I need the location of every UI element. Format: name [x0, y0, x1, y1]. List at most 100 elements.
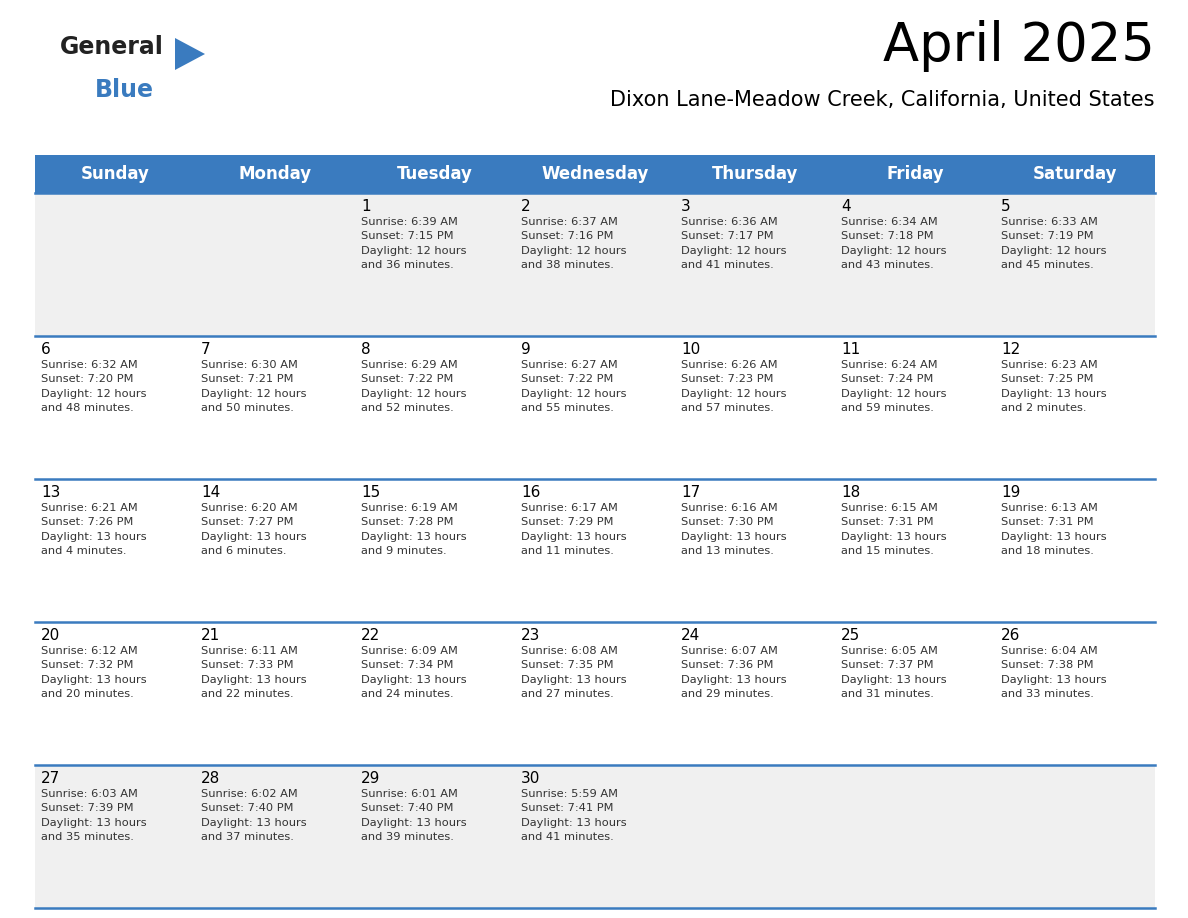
Text: Sunrise: 6:15 AM
Sunset: 7:31 PM
Daylight: 13 hours
and 15 minutes.: Sunrise: 6:15 AM Sunset: 7:31 PM Dayligh…	[841, 503, 947, 556]
Text: Sunday: Sunday	[81, 165, 150, 183]
Bar	[516, 622, 675, 765]
Text: Sunrise: 6:02 AM
Sunset: 7:40 PM
Daylight: 13 hours
and 37 minutes.: Sunrise: 6:02 AM Sunset: 7:40 PM Dayligh…	[201, 789, 307, 842]
Bar	[675, 479, 835, 622]
Text: Sunrise: 6:08 AM
Sunset: 7:35 PM
Daylight: 13 hours
and 27 minutes.: Sunrise: 6:08 AM Sunset: 7:35 PM Dayligh…	[522, 646, 626, 700]
Text: Blue: Blue	[95, 78, 154, 102]
Text: 17: 17	[681, 485, 700, 500]
Text: Sunrise: 6:20 AM
Sunset: 7:27 PM
Daylight: 13 hours
and 6 minutes.: Sunrise: 6:20 AM Sunset: 7:27 PM Dayligh…	[201, 503, 307, 556]
Text: Sunrise: 6:07 AM
Sunset: 7:36 PM
Daylight: 13 hours
and 29 minutes.: Sunrise: 6:07 AM Sunset: 7:36 PM Dayligh…	[681, 646, 786, 700]
Bar	[675, 765, 835, 908]
Text: 20: 20	[42, 628, 61, 643]
Text: Sunrise: 6:03 AM
Sunset: 7:39 PM
Daylight: 13 hours
and 35 minutes.: Sunrise: 6:03 AM Sunset: 7:39 PM Dayligh…	[42, 789, 146, 842]
Text: Saturday: Saturday	[1032, 165, 1117, 183]
Text: 9: 9	[522, 342, 531, 357]
Bar	[996, 622, 1155, 765]
Bar	[996, 155, 1155, 193]
Bar	[34, 622, 195, 765]
Text: Sunrise: 6:34 AM
Sunset: 7:18 PM
Daylight: 12 hours
and 43 minutes.: Sunrise: 6:34 AM Sunset: 7:18 PM Dayligh…	[841, 217, 947, 270]
Text: Sunrise: 6:01 AM
Sunset: 7:40 PM
Daylight: 13 hours
and 39 minutes.: Sunrise: 6:01 AM Sunset: 7:40 PM Dayligh…	[361, 789, 467, 842]
Text: Sunrise: 6:27 AM
Sunset: 7:22 PM
Daylight: 12 hours
and 55 minutes.: Sunrise: 6:27 AM Sunset: 7:22 PM Dayligh…	[522, 360, 626, 413]
Text: 26: 26	[1001, 628, 1020, 643]
Bar	[195, 193, 355, 336]
Bar	[516, 336, 675, 479]
Text: Sunrise: 6:09 AM
Sunset: 7:34 PM
Daylight: 13 hours
and 24 minutes.: Sunrise: 6:09 AM Sunset: 7:34 PM Dayligh…	[361, 646, 467, 700]
Text: Sunrise: 6:19 AM
Sunset: 7:28 PM
Daylight: 13 hours
and 9 minutes.: Sunrise: 6:19 AM Sunset: 7:28 PM Dayligh…	[361, 503, 467, 556]
Text: Sunrise: 6:39 AM
Sunset: 7:15 PM
Daylight: 12 hours
and 36 minutes.: Sunrise: 6:39 AM Sunset: 7:15 PM Dayligh…	[361, 217, 467, 270]
Bar	[195, 479, 355, 622]
Bar	[195, 622, 355, 765]
Bar	[195, 155, 355, 193]
Bar	[675, 155, 835, 193]
Bar	[34, 155, 195, 193]
Text: 21: 21	[201, 628, 220, 643]
Bar	[195, 765, 355, 908]
Text: 24: 24	[681, 628, 700, 643]
Bar	[675, 193, 835, 336]
Text: 12: 12	[1001, 342, 1020, 357]
Text: 4: 4	[841, 199, 851, 214]
Text: Sunrise: 6:23 AM
Sunset: 7:25 PM
Daylight: 13 hours
and 2 minutes.: Sunrise: 6:23 AM Sunset: 7:25 PM Dayligh…	[1001, 360, 1107, 413]
Text: 5: 5	[1001, 199, 1011, 214]
Text: 2: 2	[522, 199, 531, 214]
Text: 6: 6	[42, 342, 51, 357]
Bar	[34, 765, 195, 908]
Bar	[355, 193, 516, 336]
Text: Sunrise: 6:32 AM
Sunset: 7:20 PM
Daylight: 12 hours
and 48 minutes.: Sunrise: 6:32 AM Sunset: 7:20 PM Dayligh…	[42, 360, 146, 413]
Bar	[34, 193, 195, 336]
Text: Sunrise: 5:59 AM
Sunset: 7:41 PM
Daylight: 13 hours
and 41 minutes.: Sunrise: 5:59 AM Sunset: 7:41 PM Dayligh…	[522, 789, 626, 842]
Text: Monday: Monday	[239, 165, 311, 183]
Bar	[835, 622, 996, 765]
Text: Sunrise: 6:29 AM
Sunset: 7:22 PM
Daylight: 12 hours
and 52 minutes.: Sunrise: 6:29 AM Sunset: 7:22 PM Dayligh…	[361, 360, 467, 413]
Text: Sunrise: 6:37 AM
Sunset: 7:16 PM
Daylight: 12 hours
and 38 minutes.: Sunrise: 6:37 AM Sunset: 7:16 PM Dayligh…	[522, 217, 626, 270]
Bar	[34, 336, 195, 479]
Text: Sunrise: 6:33 AM
Sunset: 7:19 PM
Daylight: 12 hours
and 45 minutes.: Sunrise: 6:33 AM Sunset: 7:19 PM Dayligh…	[1001, 217, 1106, 270]
Bar	[835, 155, 996, 193]
Text: 10: 10	[681, 342, 700, 357]
Bar	[835, 479, 996, 622]
Text: 22: 22	[361, 628, 380, 643]
Text: 1: 1	[361, 199, 371, 214]
Bar	[34, 479, 195, 622]
Bar	[996, 479, 1155, 622]
Text: 19: 19	[1001, 485, 1020, 500]
Text: 7: 7	[201, 342, 210, 357]
Text: Wednesday: Wednesday	[542, 165, 649, 183]
Text: 13: 13	[42, 485, 61, 500]
Bar	[996, 765, 1155, 908]
Text: Dixon Lane-Meadow Creek, California, United States: Dixon Lane-Meadow Creek, California, Uni…	[611, 90, 1155, 110]
Text: 28: 28	[201, 771, 220, 786]
Text: Thursday: Thursday	[712, 165, 798, 183]
Text: 11: 11	[841, 342, 860, 357]
Text: Sunrise: 6:17 AM
Sunset: 7:29 PM
Daylight: 13 hours
and 11 minutes.: Sunrise: 6:17 AM Sunset: 7:29 PM Dayligh…	[522, 503, 626, 556]
Text: 30: 30	[522, 771, 541, 786]
Bar	[355, 765, 516, 908]
Text: 14: 14	[201, 485, 220, 500]
Bar	[516, 479, 675, 622]
Text: Sunrise: 6:21 AM
Sunset: 7:26 PM
Daylight: 13 hours
and 4 minutes.: Sunrise: 6:21 AM Sunset: 7:26 PM Dayligh…	[42, 503, 146, 556]
Bar	[675, 622, 835, 765]
Bar	[355, 479, 516, 622]
Bar	[516, 193, 675, 336]
Text: 18: 18	[841, 485, 860, 500]
Text: Sunrise: 6:30 AM
Sunset: 7:21 PM
Daylight: 12 hours
and 50 minutes.: Sunrise: 6:30 AM Sunset: 7:21 PM Dayligh…	[201, 360, 307, 413]
Text: Sunrise: 6:26 AM
Sunset: 7:23 PM
Daylight: 12 hours
and 57 minutes.: Sunrise: 6:26 AM Sunset: 7:23 PM Dayligh…	[681, 360, 786, 413]
Bar	[516, 765, 675, 908]
Text: Sunrise: 6:05 AM
Sunset: 7:37 PM
Daylight: 13 hours
and 31 minutes.: Sunrise: 6:05 AM Sunset: 7:37 PM Dayligh…	[841, 646, 947, 700]
Bar	[675, 336, 835, 479]
Bar	[195, 336, 355, 479]
Text: Friday: Friday	[886, 165, 943, 183]
Text: Sunrise: 6:36 AM
Sunset: 7:17 PM
Daylight: 12 hours
and 41 minutes.: Sunrise: 6:36 AM Sunset: 7:17 PM Dayligh…	[681, 217, 786, 270]
Text: April 2025: April 2025	[883, 20, 1155, 72]
Text: 29: 29	[361, 771, 380, 786]
Bar	[835, 765, 996, 908]
Bar	[516, 155, 675, 193]
Text: Sunrise: 6:24 AM
Sunset: 7:24 PM
Daylight: 12 hours
and 59 minutes.: Sunrise: 6:24 AM Sunset: 7:24 PM Dayligh…	[841, 360, 947, 413]
Text: Sunrise: 6:16 AM
Sunset: 7:30 PM
Daylight: 13 hours
and 13 minutes.: Sunrise: 6:16 AM Sunset: 7:30 PM Dayligh…	[681, 503, 786, 556]
Text: 25: 25	[841, 628, 860, 643]
Bar	[996, 336, 1155, 479]
Bar	[835, 193, 996, 336]
Bar	[835, 336, 996, 479]
Bar	[355, 336, 516, 479]
Text: General: General	[61, 35, 164, 59]
Polygon shape	[175, 38, 206, 70]
